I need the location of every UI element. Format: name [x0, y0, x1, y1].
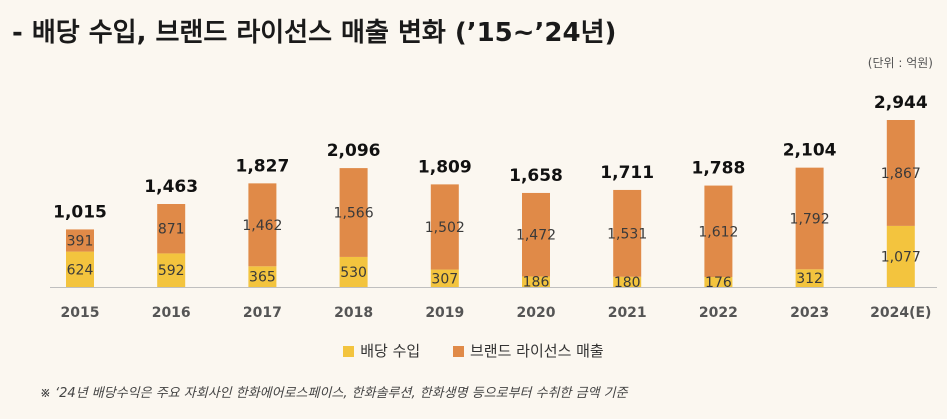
total-label-2024(E): 2,944 — [874, 93, 928, 113]
total-label-2016: 1,463 — [144, 177, 198, 197]
value-label-brand-2022: 1,612 — [698, 224, 738, 240]
value-label-dividend-2018: 530 — [340, 265, 367, 281]
value-label-brand-2016: 871 — [158, 222, 185, 238]
chart-title: - 배당 수입, 브랜드 라이선스 매출 변화 (’15~’24년) — [12, 18, 617, 48]
bar-brand-2015 — [66, 229, 94, 252]
value-label-brand-2018: 1,566 — [334, 206, 374, 222]
value-label-brand-2021: 1,531 — [607, 226, 647, 242]
bar-brand-2023 — [795, 167, 824, 270]
bar-brand-2022 — [704, 185, 733, 278]
total-label-2021: 1,711 — [600, 163, 654, 183]
bar-brand-2024(E) — [886, 120, 915, 226]
value-label-dividend-2019: 307 — [431, 271, 458, 287]
bar-dividend-2017 — [248, 266, 277, 287]
bar-brand-2019 — [430, 184, 459, 270]
legend-item-dividend: 배당 수입 — [343, 340, 420, 361]
bar-brand-2016 — [157, 204, 186, 254]
legend-item-brand: 브랜드 라이선스 매출 — [453, 340, 604, 361]
bar-dividend-2024(E) — [886, 225, 915, 287]
total-label-2019: 1,809 — [418, 157, 472, 177]
bar-dividend-2018 — [339, 256, 368, 287]
legend-swatch-brand — [453, 346, 464, 357]
value-label-dividend-2021: 180 — [614, 275, 641, 291]
total-label-2018: 2,096 — [327, 141, 381, 161]
bar-dividend-2020 — [522, 276, 550, 287]
x-tick-label-2020: 2020 — [517, 305, 556, 321]
value-label-dividend-2017: 365 — [249, 270, 276, 286]
footnote: ※ ‘24년 배당수익은 주요 자회사인 한화에어로스페이스, 한화솔루션, 한… — [40, 386, 628, 401]
bar-brand-2017 — [248, 183, 277, 267]
x-tick-label-2022: 2022 — [699, 305, 738, 321]
bar-dividend-2015 — [66, 251, 94, 287]
x-tick-label-2019: 2019 — [425, 305, 464, 321]
value-label-dividend-2023: 312 — [796, 271, 823, 287]
total-label-2015: 1,015 — [53, 202, 107, 222]
x-tick-label-2017: 2017 — [243, 305, 282, 321]
value-label-brand-2017: 1,462 — [242, 218, 282, 234]
value-label-dividend-2020: 186 — [523, 275, 550, 291]
value-label-brand-2019: 1,502 — [425, 220, 465, 236]
x-tick-label-2024(E): 2024(E) — [870, 305, 931, 321]
bar-dividend-2023 — [795, 269, 824, 287]
bar-dividend-2021 — [613, 276, 642, 287]
bar-brand-2021 — [613, 189, 642, 277]
value-label-brand-2020: 1,472 — [516, 228, 556, 244]
value-label-brand-2024(E): 1,867 — [881, 166, 921, 182]
value-label-dividend-2024(E): 1,077 — [881, 249, 921, 265]
legend-label-dividend: 배당 수입 — [360, 342, 421, 360]
value-label-dividend-2022: 176 — [705, 275, 732, 291]
value-label-dividend-2016: 592 — [158, 263, 185, 279]
bar-brand-2020 — [522, 192, 550, 277]
x-tick-label-2015: 2015 — [61, 305, 100, 321]
bar-dividend-2019 — [430, 269, 459, 287]
x-tick-label-2018: 2018 — [334, 305, 373, 321]
x-tick-label-2021: 2021 — [608, 305, 647, 321]
unit-label: (단위 : 억원) — [867, 56, 933, 70]
bar-dividend-2022 — [704, 277, 733, 287]
value-label-dividend-2015: 624 — [67, 262, 94, 278]
bar-brand-2018 — [339, 168, 368, 257]
x-tick-label-2016: 2016 — [152, 305, 191, 321]
x-tick-label-2023: 2023 — [790, 305, 829, 321]
bar-dividend-2016 — [157, 253, 186, 287]
stacked-bar-chart: 624 391 1,015 2015 592 871 1,463 2016 365 1,462 1,… — [50, 93, 937, 321]
legend-swatch-dividend — [343, 346, 355, 357]
value-label-brand-2023: 1,792 — [790, 211, 830, 227]
total-label-2017: 1,827 — [236, 156, 290, 176]
legend: 배당 수입 브랜드 라이선스 매출 — [0, 340, 947, 361]
total-label-2022: 1,788 — [692, 159, 746, 179]
total-label-2020: 1,658 — [509, 166, 563, 186]
total-label-2023: 2,104 — [783, 141, 837, 161]
legend-label-brand: 브랜드 라이선스 매출 — [470, 342, 604, 360]
value-label-brand-2015: 391 — [67, 234, 94, 250]
